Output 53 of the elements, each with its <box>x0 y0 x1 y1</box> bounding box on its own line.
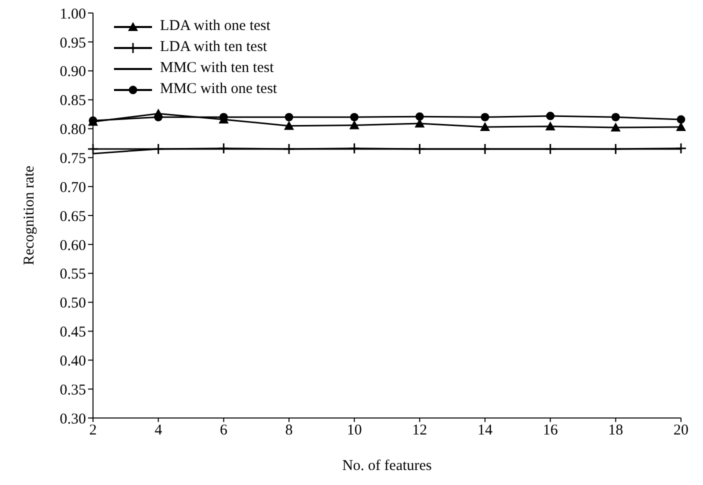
y-tick-label: 0.50 <box>60 296 86 312</box>
x-axis-title: No. of features <box>342 458 432 474</box>
x-tick-label: 4 <box>154 422 163 439</box>
y-tick-label: 0.35 <box>60 382 86 398</box>
y-axis-title: Recognition rate <box>21 165 38 266</box>
legend-label: MMC with one test <box>160 81 278 98</box>
y-tick-label: 0.80 <box>60 122 86 138</box>
y-tick-label: 0.30 <box>60 411 86 428</box>
point <box>480 112 490 122</box>
point <box>611 112 620 122</box>
x-tick-label: 10 <box>346 422 362 439</box>
x-tick-label: 20 <box>674 422 688 439</box>
y-tick-label: 0.60 <box>60 238 86 254</box>
point <box>610 122 621 132</box>
point <box>676 122 686 131</box>
point <box>415 112 424 121</box>
legend-label: LDA with one test <box>160 18 270 35</box>
y-tick-label: 0.40 <box>60 353 86 370</box>
point <box>414 143 426 155</box>
point <box>675 142 687 154</box>
point <box>546 112 555 120</box>
point <box>283 143 295 155</box>
point <box>284 120 294 130</box>
y-tick-label: 0.55 <box>60 266 86 283</box>
y-tick-label: 0.90 <box>60 64 86 80</box>
x-tick-label: 8 <box>285 422 293 439</box>
x-tick-label: 16 <box>542 422 558 439</box>
legend-label: MMC with ten test <box>160 60 274 77</box>
y-tick-label: 0.45 <box>60 324 86 341</box>
point <box>284 112 294 122</box>
point <box>480 122 490 131</box>
x-tick-label: 14 <box>478 422 493 439</box>
x-tick-label: 12 <box>412 422 428 439</box>
point <box>152 143 164 155</box>
point <box>610 143 622 155</box>
x-tick-label: 2 <box>89 422 97 439</box>
point <box>349 120 360 130</box>
point <box>218 142 230 154</box>
y-tick-label: 0.70 <box>60 180 86 196</box>
point <box>350 112 359 122</box>
point <box>479 143 491 155</box>
y-tick-label: 0.95 <box>60 35 86 52</box>
y-tick-label: 0.75 <box>60 150 86 167</box>
point <box>348 142 360 154</box>
x-tick-label: 18 <box>608 422 624 439</box>
legend-label: LDA with ten test <box>160 39 268 56</box>
y-tick-label: 0.85 <box>60 93 86 110</box>
y-tick-label: 0.65 <box>60 208 86 225</box>
point <box>545 121 556 130</box>
y-tick-label: 1.00 <box>60 6 86 22</box>
x-tick-label: 6 <box>220 422 228 439</box>
point <box>676 115 686 124</box>
point <box>544 143 556 155</box>
